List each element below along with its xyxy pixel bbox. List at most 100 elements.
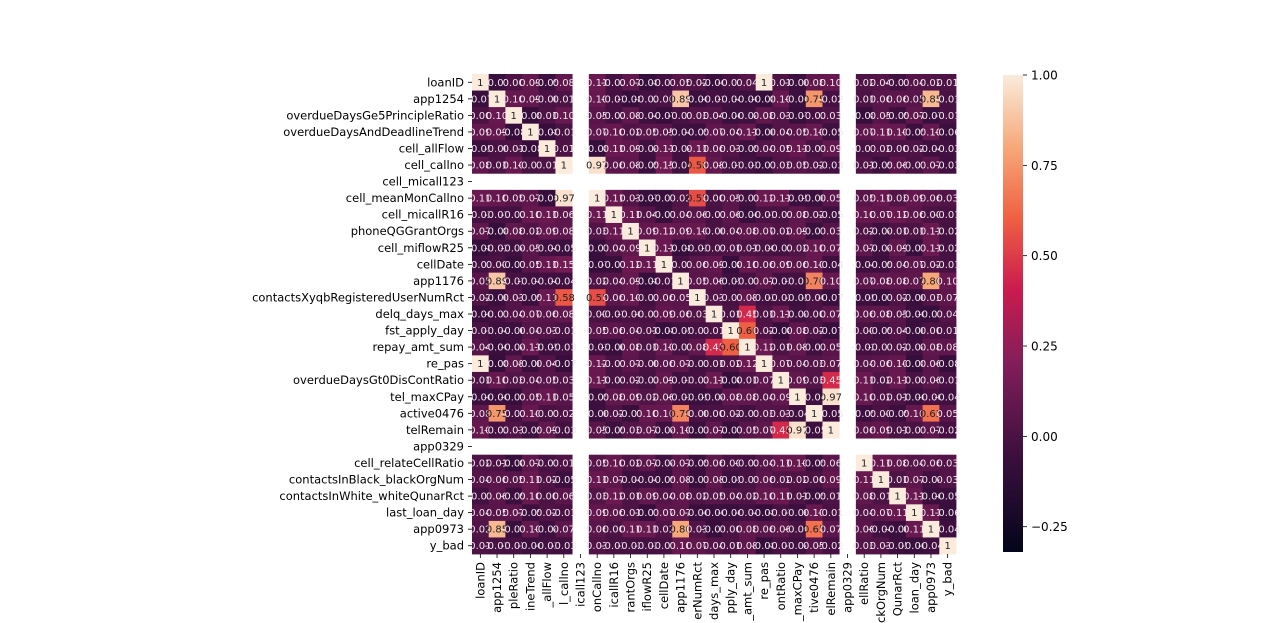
heatmap-cell (789, 454, 807, 472)
heatmap-cell (789, 239, 807, 257)
x-tick-label: rantOrgs (624, 562, 638, 612)
heatmap-cell-label: -0.03 (584, 343, 610, 354)
heatmap-cell-label: 0.06 (686, 260, 708, 271)
heatmap-cell-label: 0.11 (603, 144, 625, 155)
heatmap-cell-label: -0.07 (634, 194, 660, 205)
heatmap-cell (889, 90, 907, 108)
heatmap-cell (855, 74, 873, 91)
heatmap-cell-label: -0.06 (734, 94, 760, 105)
heatmap-cell-label: 0.09 (536, 227, 558, 238)
heatmap-cell-label: 0.11 (920, 508, 942, 519)
heatmap-cell (939, 322, 957, 340)
heatmap-cell (739, 421, 757, 439)
heatmap-cell-label: 0.10 (469, 425, 491, 436)
heatmap-cell-label: -0.05 (517, 293, 543, 304)
heatmap-cell (555, 272, 573, 290)
heatmap-cell (789, 487, 807, 505)
heatmap-cell-label: 0.12 (753, 343, 775, 354)
heatmap-cell (822, 239, 840, 257)
heatmap-cell-label: 0.04 (853, 359, 875, 370)
heatmap-cell (638, 289, 656, 307)
heatmap-cell (705, 421, 723, 439)
x-tick-label: _amt_sum (740, 562, 754, 622)
heatmap-cell (905, 537, 924, 555)
heatmap-cell (555, 405, 573, 422)
heatmap-cell-label: -0.01 (935, 260, 961, 271)
heatmap-cell (922, 140, 940, 158)
colorbar-tick-label: 0.25 (1031, 340, 1058, 354)
heatmap-cell (488, 189, 506, 207)
heatmap-cell (705, 256, 723, 274)
heatmap-cell (889, 189, 907, 207)
heatmap-cell (622, 206, 640, 224)
heatmap-cell-label: 0.07 (903, 475, 925, 486)
heatmap-cell-label: 0.02 (803, 210, 825, 221)
heatmap-cell-label: 0.11 (770, 194, 792, 205)
heatmap-cell (555, 338, 573, 356)
heatmap-cell-label: 0.58 (553, 293, 575, 304)
heatmap-cell-label: -0.08 (668, 243, 694, 254)
x-tick-label: elRemain (824, 562, 838, 616)
heatmap-cell-label: 0.00 (870, 409, 892, 420)
heatmap-cell (522, 272, 540, 290)
heatmap-cell-label: -0.06 (751, 127, 777, 138)
heatmap-cell-label: -0.04 (918, 144, 944, 155)
heatmap-cell (622, 421, 640, 439)
heatmap-cell-label: -0.04 (517, 276, 543, 287)
heatmap-cell (772, 305, 790, 323)
heatmap-cell (872, 256, 890, 274)
heatmap-grid: 1 -0.070.000.09-0.050.08 0.11-0.020.07-0.0… (467, 74, 961, 555)
heatmap-cell (522, 405, 540, 422)
heatmap-cell-label: 0.07 (653, 508, 675, 519)
heatmap-cell (672, 322, 690, 340)
heatmap-cell (772, 123, 790, 141)
heatmap-cell (555, 322, 573, 340)
heatmap-cell (755, 156, 773, 174)
heatmap-cell-label: 0.85 (920, 94, 942, 105)
heatmap-cell-label: 0.03 (720, 144, 742, 155)
heatmap-cell (555, 206, 573, 224)
x-tick-label: y_bad (941, 562, 955, 596)
heatmap-cell-label: 0.03 (770, 111, 792, 122)
heatmap-cell (805, 355, 823, 373)
heatmap-cell-label: -0.05 (668, 326, 694, 337)
heatmap-cell-label: 0.10 (753, 492, 775, 503)
heatmap-cell (555, 355, 573, 373)
heatmap-cell-label: 1 (861, 458, 867, 469)
heatmap-cell-label: 0.03 (586, 227, 608, 238)
heatmap-cell (872, 471, 890, 489)
x-tick-label: app0329 (841, 562, 855, 613)
heatmap-cell-label: 0.04 (636, 210, 658, 221)
heatmap-cell-label: 0.02 (669, 194, 691, 205)
heatmap-cell-label: 0.15 (653, 161, 675, 172)
heatmap-cell (789, 206, 807, 224)
heatmap-cell-label: -0.04 (718, 94, 744, 105)
heatmap-cell-label: 0.01 (937, 78, 959, 89)
heatmap-cell (939, 421, 957, 439)
heatmap-cell (739, 189, 757, 207)
heatmap-cell-label: 0.04 (753, 144, 775, 155)
heatmap-cell-label: 0.05 (669, 78, 691, 89)
heatmap-cell (922, 107, 940, 125)
heatmap-cell-label: 0.10 (853, 210, 875, 221)
heatmap-cell-label: 0.11 (603, 194, 625, 205)
heatmap-cell (472, 107, 490, 125)
heatmap-cell-label: 0.09 (903, 194, 925, 205)
heatmap-cell (588, 123, 606, 141)
heatmap-cell (672, 189, 690, 207)
heatmap-cell-label: 0.08 (736, 392, 758, 403)
heatmap-cell-label: 0.05 (586, 111, 608, 122)
heatmap-cell-label: -0.05 (634, 161, 660, 172)
heatmap-cell (472, 140, 490, 158)
heatmap-cell (905, 140, 924, 158)
heatmap-cell-label: 0.09 (519, 94, 541, 105)
heatmap-cell-label: -0.01 (467, 326, 493, 337)
heatmap-cell-label: -0.04 (918, 475, 944, 486)
heatmap-cell-label: 1 (527, 127, 533, 138)
heatmap-cell-label: -0.06 (785, 508, 811, 519)
heatmap-cell-label: 0.08 (669, 492, 691, 503)
heatmap-cell-label: -0.04 (935, 525, 961, 536)
heatmap-cell-label: 0.00 (653, 94, 675, 105)
heatmap-cell (605, 371, 623, 389)
heatmap-cell-label: 0.10 (519, 525, 541, 536)
